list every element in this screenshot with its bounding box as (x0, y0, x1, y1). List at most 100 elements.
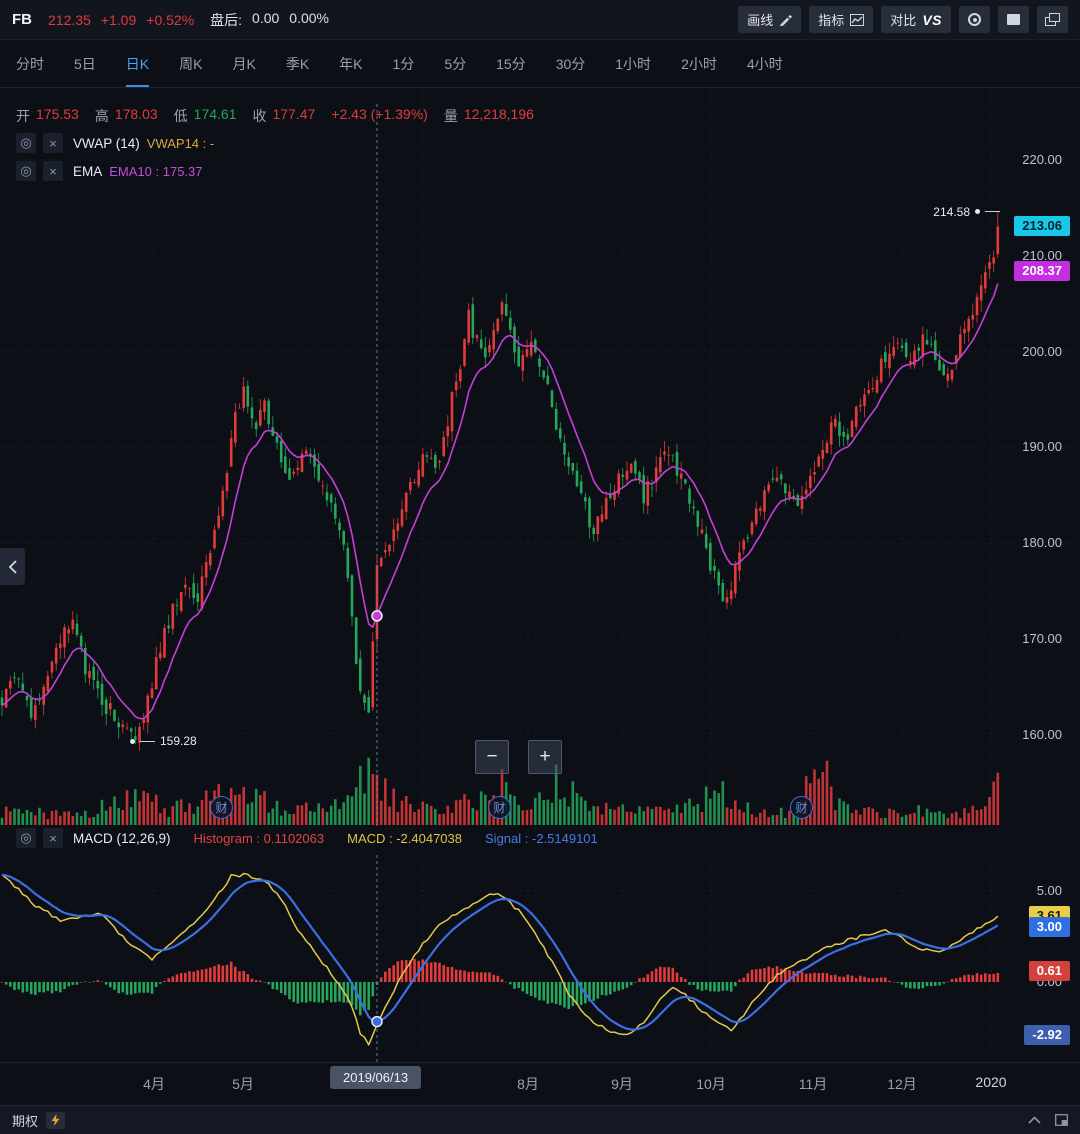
macd-chart[interactable] (0, 855, 1080, 1062)
indicators-label: 指标 (818, 13, 845, 28)
symbol: FB (12, 11, 32, 28)
vs-icon: VS (922, 11, 942, 28)
record-target-button[interactable] (959, 6, 990, 33)
tab-5分[interactable]: 5分 (444, 55, 467, 72)
low-value: 174.61 (193, 106, 237, 122)
tab-日K[interactable]: 日K (125, 40, 150, 87)
expand-panel-button[interactable] (1028, 1116, 1041, 1124)
price-axis-label: 210.00 (1022, 247, 1062, 263)
marker-dash (140, 740, 155, 742)
price-axis-label: 190.00 (1022, 439, 1062, 455)
day-change: +2.43 (+1.39%) (331, 106, 428, 122)
marker-dot-icon (130, 738, 135, 744)
macd-histogram-value: Histogram : 0.1102063 (193, 830, 325, 846)
indicators-button[interactable]: 指标 (809, 6, 874, 33)
earnings-report-marker[interactable]: 财 (488, 796, 511, 819)
tab-4小时[interactable]: 4小时 (746, 55, 783, 72)
afterhours-pct: 0.00% (289, 9, 329, 26)
high-label: 高 (94, 108, 109, 124)
vwap-close-icon[interactable]: × (43, 133, 63, 153)
price-axis-label: 220.00 (1022, 152, 1062, 167)
zoom-out-button[interactable]: − (475, 740, 509, 774)
ema-value: EMA10 : 175.37 (109, 163, 203, 179)
x-axis-month-label: 5月 (232, 1076, 254, 1092)
bottom-bar: 期权 (0, 1105, 1080, 1134)
layout-button[interactable] (1055, 1114, 1068, 1126)
candlestick-chart[interactable] (0, 88, 1080, 826)
tab-2小时[interactable]: 2小时 (681, 55, 717, 72)
macd-signal-badge: 3.00 (1028, 917, 1070, 938)
time-axis: 4月 5月 8月 9月 10月 11月 12月 2020 (0, 1062, 1080, 1105)
macd-axis-label: 5.00 (1036, 883, 1062, 898)
layout-icon (1055, 1114, 1068, 1126)
x-axis-month-label: 2020 (975, 1074, 1007, 1090)
open-value: 175.53 (36, 106, 79, 122)
ema-visibility-toggle-icon[interactable]: ◎ (16, 161, 36, 181)
multi-window-button[interactable] (1037, 6, 1068, 33)
macd-visibility-toggle-icon[interactable]: ◎ (16, 828, 36, 848)
tab-年K[interactable]: 年K (339, 55, 363, 72)
tab-30分[interactable]: 30分 (555, 55, 586, 72)
x-axis-month-label: 8月 (517, 1076, 539, 1092)
last-price-badge: 213.06 (1014, 216, 1070, 237)
ema-close-icon[interactable]: × (43, 161, 63, 181)
crosshair-date-tooltip: 2019/06/13 (330, 1066, 422, 1089)
ohlc-info-row: 开 175.53 高 178.03 低 174.61 收 177.47 +2.43 (+… (16, 106, 534, 126)
ema-name: EMA (73, 163, 103, 179)
single-window-button[interactable] (998, 6, 1029, 33)
draw-line-button[interactable]: 画线 (738, 6, 802, 33)
toolbar: 画线 指标 对比 VS (738, 6, 1068, 33)
draw-line-label: 画线 (747, 13, 774, 28)
price-axis-label: 170.00 (1022, 630, 1062, 646)
options-tab[interactable]: 期权 (12, 1113, 39, 1129)
earnings-report-marker[interactable]: 财 (790, 796, 813, 819)
earnings-report-marker[interactable]: 财 (210, 796, 233, 819)
macd-min-badge: -2.92 (1024, 1025, 1070, 1046)
tab-分时[interactable]: 分时 (16, 55, 44, 72)
compare-button[interactable]: 对比 VS (881, 6, 951, 33)
period-low-annotation: 159.28 (130, 734, 197, 748)
period-high-value: 214.58 (933, 204, 970, 219)
vwap-visibility-toggle-icon[interactable]: ◎ (16, 133, 36, 153)
compare-label: 对比 (890, 13, 917, 28)
vwap-name: VWAP (14) (73, 135, 140, 151)
x-axis-month-label: 11月 (798, 1076, 828, 1092)
lightning-icon[interactable] (46, 1111, 66, 1129)
ema-price-badge: 208.37 (1014, 261, 1070, 282)
x-axis-month-label: 10月 (696, 1076, 726, 1092)
price-axis-label: 180.00 (1022, 535, 1062, 550)
quote-summary: FB 212.35 +1.09 +0.52% 盘后: 0.00 0.00% (12, 10, 329, 30)
close-value: 177.47 (272, 106, 316, 122)
vwap-legend: ◎ × VWAP (14) VWAP14 : - (16, 133, 214, 153)
close-label: 收 (252, 108, 267, 124)
afterhours-label: 盘后: (210, 11, 243, 28)
x-axis-month-label: 4月 (143, 1076, 165, 1092)
vwap-value: VWAP14 : - (146, 135, 215, 151)
tab-月K[interactable]: 月K (232, 55, 256, 72)
x-axis-month-label: 12月 (887, 1076, 917, 1092)
tab-1小时[interactable]: 1小时 (615, 55, 652, 72)
top-bar: FB 212.35 +1.09 +0.52% 盘后: 0.00 0.00% 画线… (0, 0, 1080, 40)
chevron-up-icon (1028, 1116, 1041, 1124)
tab-5日[interactable]: 5日 (74, 55, 96, 72)
period-low-value: 159.28 (160, 734, 197, 749)
tab-15分[interactable]: 15分 (496, 55, 526, 72)
tab-季K[interactable]: 季K (285, 55, 310, 72)
last-price: 212.35 (48, 11, 91, 28)
tab-1分[interactable]: 1分 (392, 55, 415, 72)
tab-周K[interactable]: 周K (179, 55, 203, 72)
volume-label: 量 (443, 108, 458, 124)
price-axis-label: 160.00 (1022, 726, 1062, 742)
macd-close-icon[interactable]: × (43, 828, 63, 848)
pencil-icon (780, 14, 793, 26)
period-high-annotation: 214.58 (933, 205, 1000, 219)
x-axis-month-label: 9月 (611, 1076, 633, 1092)
chevron-left-icon (8, 559, 17, 574)
marker-dot-icon (975, 209, 980, 215)
macd-signal-value: Signal : -2.5149101 (485, 830, 598, 846)
low-label: 低 (173, 108, 188, 124)
price-change-pct: +0.52% (146, 11, 195, 28)
zoom-in-button[interactable]: + (528, 740, 562, 774)
collapse-panel-button[interactable] (0, 548, 25, 585)
